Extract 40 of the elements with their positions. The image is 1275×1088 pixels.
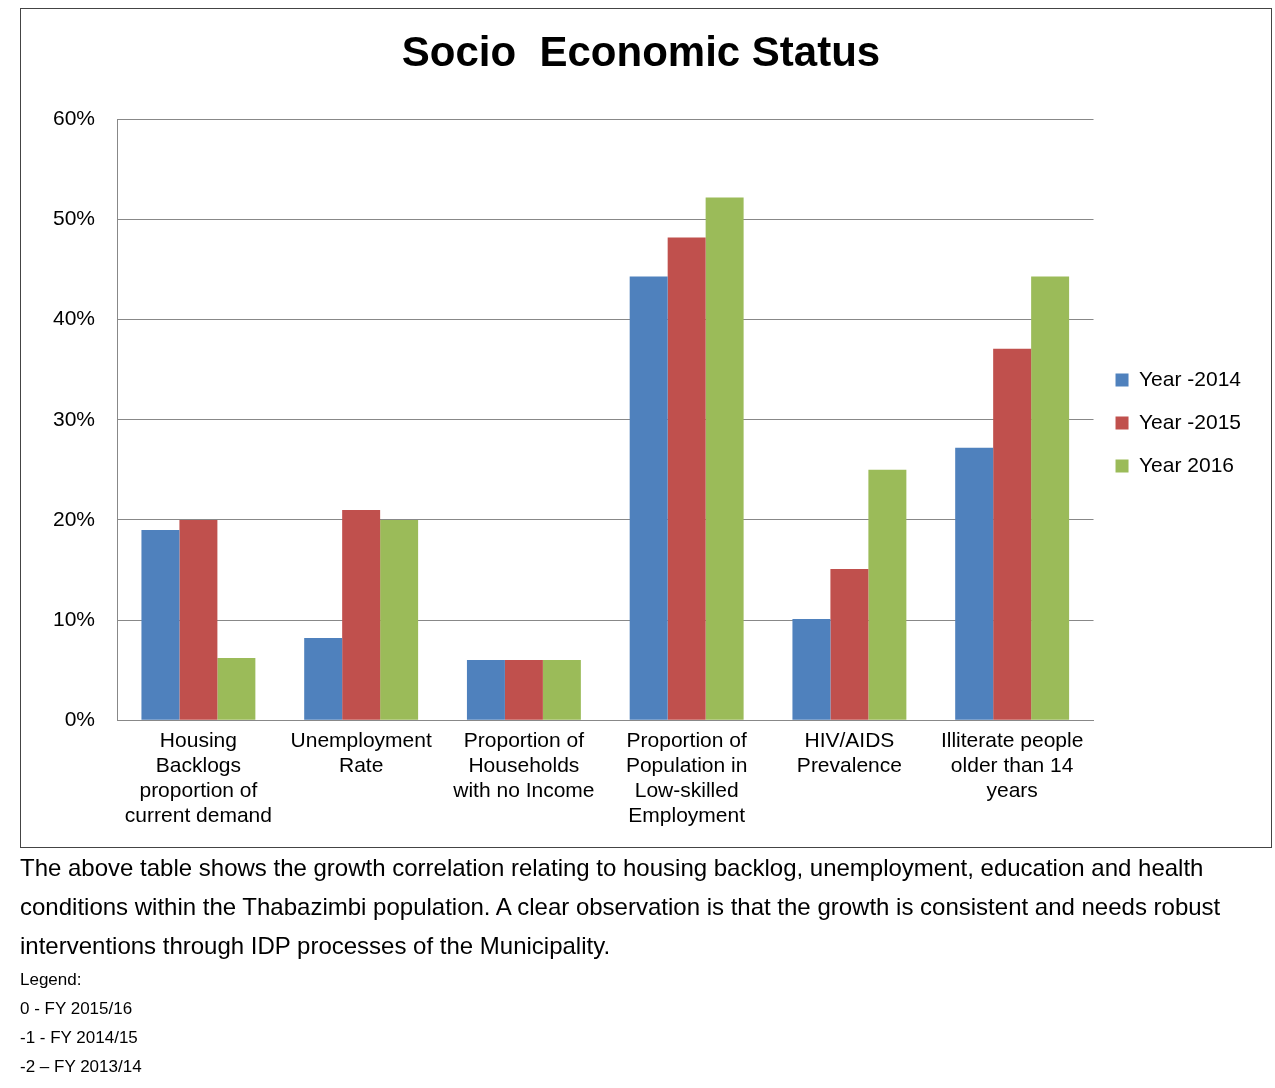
y-tick-label: 20% [53, 506, 96, 530]
legend-label: Year 2016 [1139, 452, 1235, 476]
bar [955, 447, 994, 720]
text: 0 - FY 2015/16 [20, 998, 134, 1020]
bar [830, 569, 869, 720]
y-tick-label: 60% [53, 106, 96, 130]
y-tick-label: 30% [53, 406, 96, 430]
bar [993, 348, 1032, 720]
legend-label: Year -2014 [1139, 366, 1242, 390]
text: -1 - FY 2014/15 [20, 1027, 139, 1049]
text: -2 – FY 2013/14 [20, 1056, 143, 1078]
bar [1031, 276, 1070, 720]
bar [705, 197, 744, 720]
legend-label: Year -2015 [1139, 409, 1242, 433]
bar [792, 619, 831, 720]
x-tick-label: Unemployment Rate [290, 727, 432, 776]
bar [868, 469, 907, 720]
x-tick-label: Housing Backlogs proportion of current demand [124, 727, 272, 827]
bar [217, 658, 256, 720]
chart-title: Socio Economic Status [401, 27, 881, 75]
bar [380, 519, 419, 720]
bar [141, 529, 180, 720]
x-tick-label: Proportion of Households with no Income [452, 727, 595, 801]
bar [667, 237, 706, 720]
y-tick-label: 10% [53, 606, 96, 630]
text: Legend: [20, 969, 83, 991]
y-tick-label: 50% [53, 206, 96, 230]
text: The above table shows the growth correlation relating to housing backlog, unemployment, education and health conditions within the Thabazimbi population. A clear observation is that the growth is consistent and needs robust interventions through IDP processes of the Municipality. [20, 853, 1222, 961]
bar [179, 519, 218, 720]
bar [542, 660, 581, 720]
y-tick-label: 0% [64, 707, 96, 730]
y-tick-label: 40% [53, 306, 96, 330]
bar [304, 638, 343, 720]
bar [629, 276, 668, 720]
x-tick-label: Illiterate people older than 14 years [940, 727, 1084, 801]
x-tick-label: HIV/AIDS Prevalence [796, 727, 902, 776]
bar [342, 509, 381, 720]
bar [504, 660, 543, 720]
bar [466, 660, 505, 720]
x-tick-label: Proportion of Population in Low-skilled Employment [625, 727, 748, 827]
